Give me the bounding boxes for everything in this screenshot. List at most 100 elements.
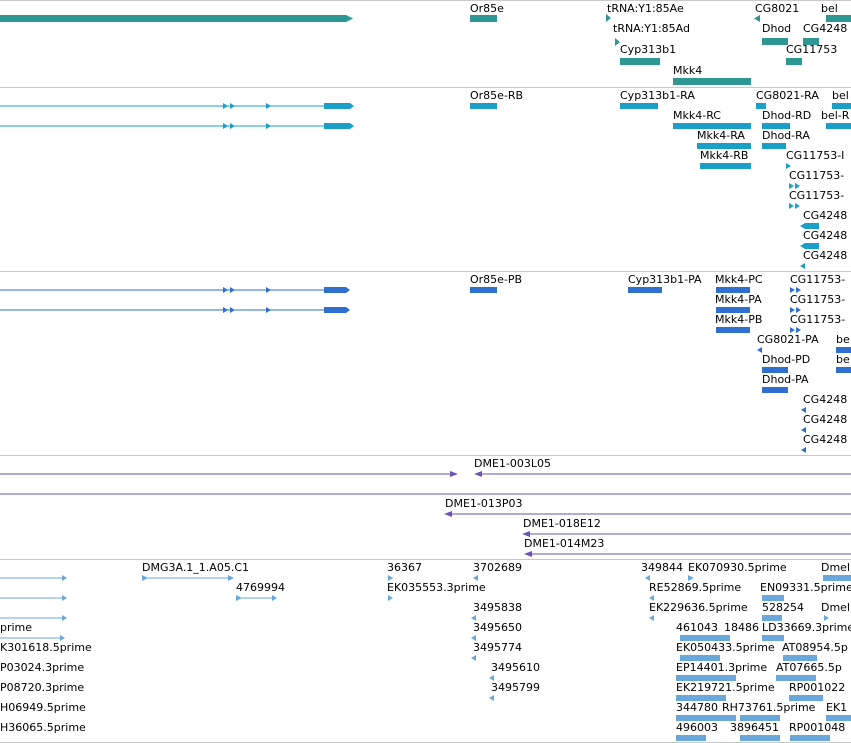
est-label[interactable]: H06949.5prime	[0, 701, 86, 714]
gene-label[interactable]: Mkk4	[673, 64, 703, 77]
protein-label[interactable]: CG4248	[803, 433, 848, 446]
track-separator	[0, 0, 851, 1]
gene-label[interactable]: Or85e	[470, 2, 504, 15]
clone-label[interactable]: DME1-018E12	[523, 517, 601, 530]
gene-arrow-cg8021[interactable]	[754, 15, 760, 22]
mrna-label[interactable]: bel	[832, 89, 849, 102]
est-label[interactable]: 349844	[641, 561, 683, 574]
est-label[interactable]: 344780	[676, 701, 718, 714]
clone-label[interactable]: DME1-013P03	[445, 497, 523, 510]
est-label[interactable]: AT08954.5p	[782, 641, 848, 654]
protein-label[interactable]: CG11753-	[790, 313, 846, 326]
gene-bar-left[interactable]	[0, 15, 346, 22]
est-label[interactable]: 3495799	[491, 681, 540, 694]
gene-bar-mkk4[interactable]	[673, 78, 751, 85]
est-label[interactable]: H36065.5prime	[0, 721, 86, 734]
est-label[interactable]: RP001048	[789, 721, 846, 734]
gene-label[interactable]: Cyp313b1	[620, 43, 677, 56]
est-label[interactable]: 528254	[762, 601, 804, 614]
mrna-label[interactable]: Mkk4-RA	[697, 129, 745, 142]
gene-label[interactable]: CG11753	[786, 43, 838, 56]
est-label[interactable]: 3495838	[473, 601, 522, 614]
est-label[interactable]: Dmel	[821, 561, 851, 574]
gene-bar-cg4248[interactable]	[803, 38, 819, 45]
est-label[interactable]: 3702689	[473, 561, 522, 574]
mrna-label[interactable]: Dhod-RD	[762, 109, 812, 122]
est-label[interactable]: 3495774	[473, 641, 522, 654]
gene-label[interactable]: tRNA:Y1:85Ad	[613, 22, 690, 35]
est-label[interactable]: AT07665.5p	[776, 661, 842, 674]
est-label[interactable]: RH73761.5prime	[722, 701, 816, 714]
est-label[interactable]: EK219721.5prime	[676, 681, 775, 694]
protein-label[interactable]: Dhod-PD	[762, 353, 811, 366]
est-label[interactable]: LD33669.3prime	[762, 621, 851, 634]
protein-label[interactable]: Mkk4-PA	[715, 293, 762, 306]
est-label[interactable]: EN09331.5prime	[760, 581, 851, 594]
clone-label[interactable]: DME1-014M23	[524, 537, 605, 550]
mrna-label[interactable]: Mkk4-RB	[700, 149, 749, 162]
est-label[interactable]: RE52869.5prime	[649, 581, 742, 594]
protein-label[interactable]: CG4248	[803, 413, 848, 426]
protein-label[interactable]: Dhod-PA	[762, 373, 809, 386]
mrna-label[interactable]: Or85e-RB	[470, 89, 524, 102]
gene-bar-cyp313b1[interactable]	[620, 58, 660, 65]
est-label[interactable]: K301618.5prime	[0, 641, 92, 654]
mrna-label[interactable]: CG4248	[803, 249, 848, 262]
mrna-label[interactable]: bel-R	[821, 109, 850, 122]
est-label[interactable]: EK070930.5prime	[688, 561, 787, 574]
protein-label[interactable]: Mkk4-PB	[715, 313, 763, 326]
mrna-label[interactable]: CG8021-RA	[756, 89, 819, 102]
est-label[interactable]: P08720.3prime	[0, 681, 85, 694]
mrna-label[interactable]: CG11753-I	[786, 149, 845, 162]
gene-bar-dhod[interactable]	[762, 38, 788, 45]
est-label[interactable]: EK035553.3prime	[387, 581, 486, 594]
gene-label[interactable]: tRNA:Y1:85Ae	[607, 2, 684, 15]
gene-label[interactable]: CG8021	[755, 2, 800, 15]
protein-label[interactable]: Or85e-PB	[470, 273, 523, 286]
track-separator	[0, 559, 851, 560]
protein-label[interactable]: CG8021-PA	[757, 333, 819, 346]
est-label[interactable]: 496003	[676, 721, 718, 734]
est-label[interactable]: EK050433.5prime	[676, 641, 775, 654]
gene-bar-cg11753[interactable]	[786, 58, 802, 65]
gene-label[interactable]: bel	[821, 2, 838, 15]
protein-label[interactable]: be	[836, 333, 850, 346]
mrna-label[interactable]: Mkk4-RC	[673, 109, 721, 122]
mrna-label[interactable]: CG11753-	[789, 169, 845, 182]
est-label[interactable]: 3896451	[730, 721, 779, 734]
mrna-label[interactable]: Cyp313b1-RA	[620, 89, 695, 102]
gene-bar-bel[interactable]	[826, 15, 851, 22]
est-label[interactable]: 36367	[387, 561, 422, 574]
est-label[interactable]: 461043	[676, 621, 718, 634]
protein-label[interactable]: be	[836, 353, 850, 366]
track-separator	[0, 87, 851, 88]
mrna-label[interactable]: Dhod-RA	[762, 129, 810, 142]
est-label[interactable]: 18486	[724, 621, 759, 634]
gene-label[interactable]: Dhod	[762, 22, 792, 35]
mrna-label[interactable]: CG4248	[803, 209, 848, 222]
mrna-label[interactable]: CG11753-	[789, 189, 845, 202]
track-separator	[0, 455, 851, 456]
est-label[interactable]: RP001022	[789, 681, 846, 694]
protein-label[interactable]: CG4248	[803, 393, 848, 406]
est-label[interactable]: prime	[0, 621, 33, 634]
mrna-label[interactable]: CG4248	[803, 229, 848, 242]
gene-label[interactable]: CG4248	[803, 22, 848, 35]
protein-label[interactable]: CG11753-	[790, 293, 846, 306]
est-label[interactable]: EK229636.5prime	[649, 601, 748, 614]
clone-label[interactable]: DME1-003L05	[474, 457, 551, 470]
est-label[interactable]: 4769994	[236, 581, 285, 594]
est-label[interactable]: Dmel	[821, 601, 851, 614]
protein-label[interactable]: Cyp313b1-PA	[628, 273, 702, 286]
protein-label[interactable]: Mkk4-PC	[715, 273, 763, 286]
est-label[interactable]: EP14401.3prime	[676, 661, 768, 674]
est-label[interactable]: EK1	[826, 701, 848, 714]
est-label[interactable]: P03024.3prime	[0, 661, 85, 674]
est-label[interactable]: 3495650	[473, 621, 522, 634]
protein-label[interactable]: CG11753-	[790, 273, 846, 286]
gene-bar-or85e[interactable]	[470, 15, 497, 22]
track-separator	[0, 271, 851, 272]
est-track	[0, 575, 851, 741]
est-label[interactable]: DMG3A.1_1.A05.C1	[142, 561, 250, 574]
est-label[interactable]: 3495610	[491, 661, 540, 674]
